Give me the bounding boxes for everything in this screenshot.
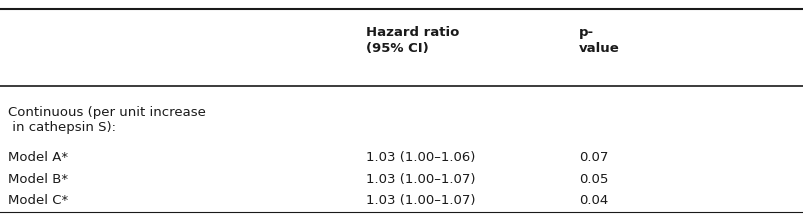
Text: 1.03 (1.00–1.07): 1.03 (1.00–1.07) — [365, 173, 475, 186]
Text: Model B*: Model B* — [8, 173, 68, 186]
Text: Hazard ratio
(95% CI): Hazard ratio (95% CI) — [365, 26, 459, 55]
Text: Model C*: Model C* — [8, 194, 68, 207]
Text: Model A*: Model A* — [8, 151, 68, 164]
Text: 0.07: 0.07 — [578, 151, 608, 164]
Text: 0.05: 0.05 — [578, 173, 608, 186]
Text: 0.04: 0.04 — [578, 194, 607, 207]
Text: Continuous (per unit increase
 in cathepsin S):: Continuous (per unit increase in catheps… — [8, 106, 206, 134]
Text: 1.03 (1.00–1.07): 1.03 (1.00–1.07) — [365, 194, 475, 207]
Text: p-
value: p- value — [578, 26, 619, 55]
Text: 1.03 (1.00–1.06): 1.03 (1.00–1.06) — [365, 151, 475, 164]
